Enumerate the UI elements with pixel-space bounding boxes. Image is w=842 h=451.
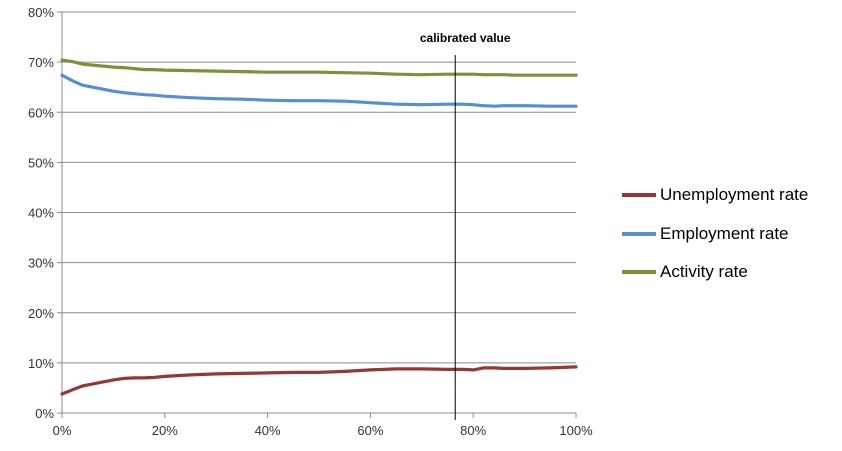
x-tick-label: 60% bbox=[357, 423, 383, 438]
y-tick-label: 20% bbox=[28, 306, 54, 321]
legend-item: Activity rate bbox=[622, 253, 808, 292]
legend-label: Unemployment rate bbox=[660, 185, 809, 205]
legend-swatch bbox=[622, 193, 656, 198]
y-tick-label: 10% bbox=[28, 356, 54, 371]
tick-labels: 0% 10% 20% 30% 40% 50% 60% 70% 80% 0% 20% 40% 60% 80%… bbox=[28, 5, 593, 438]
series-line-unemployment-rate bbox=[60, 365, 578, 396]
y-tick-label: 60% bbox=[28, 105, 54, 120]
y-tick-label: 0% bbox=[35, 406, 54, 421]
legend-swatch bbox=[622, 270, 656, 275]
y-tick-label: 80% bbox=[28, 5, 54, 20]
calibrated-value-label: calibrated value bbox=[420, 31, 511, 45]
legend-item: Employment rate bbox=[622, 215, 808, 254]
legend: Unemployment rate Employment rate Activity… bbox=[622, 176, 808, 292]
x-tick-label: 100% bbox=[559, 423, 593, 438]
axes bbox=[57, 11, 577, 418]
x-tick-label: 0% bbox=[53, 423, 72, 438]
y-tick-label: 50% bbox=[28, 155, 54, 170]
y-tick-label: 40% bbox=[28, 206, 54, 221]
series-line-activity-rate bbox=[60, 58, 578, 77]
x-tick-label: 40% bbox=[255, 423, 281, 438]
y-tick-label: 70% bbox=[28, 55, 54, 70]
annotations: calibrated value bbox=[420, 31, 511, 420]
gridlines bbox=[62, 11, 576, 364]
series-line-employment-rate bbox=[60, 73, 578, 108]
legend-swatch bbox=[622, 231, 656, 236]
series-lines bbox=[60, 58, 578, 396]
legend-label: Activity rate bbox=[660, 262, 748, 282]
x-tick-label: 80% bbox=[460, 423, 486, 438]
legend-item: Unemployment rate bbox=[622, 176, 808, 215]
legend-label: Employment rate bbox=[660, 223, 789, 243]
y-tick-label: 30% bbox=[28, 256, 54, 271]
x-tick-label: 20% bbox=[152, 423, 178, 438]
